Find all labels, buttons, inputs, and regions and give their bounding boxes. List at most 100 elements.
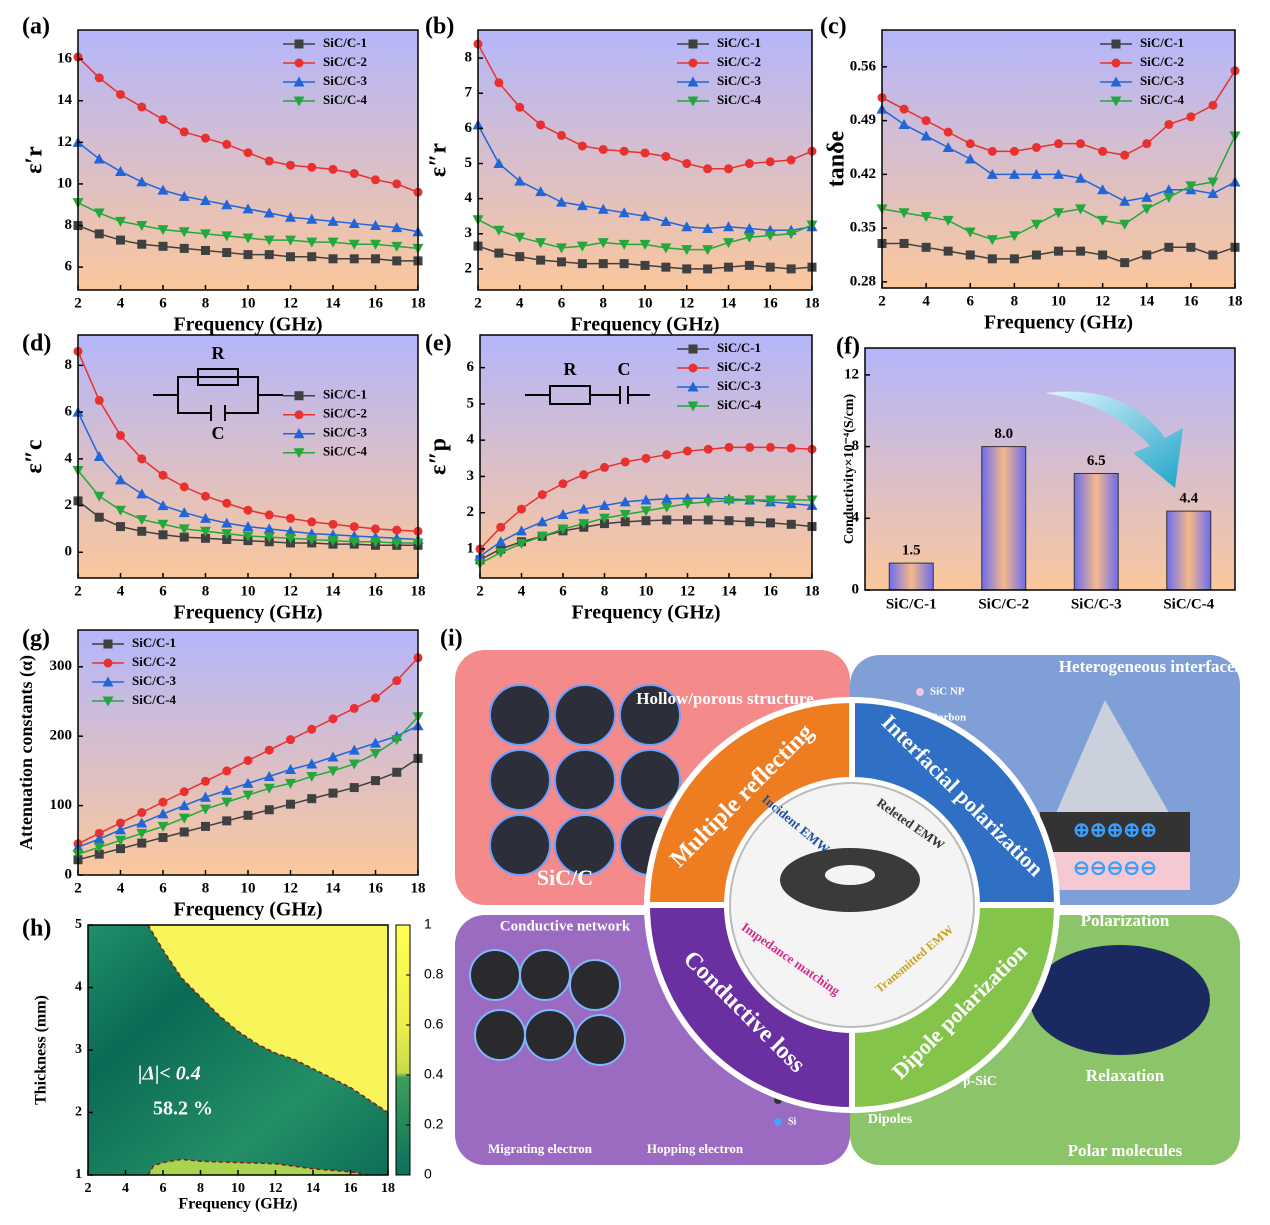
legend-marker [687,96,699,107]
marker [392,676,402,686]
marker [286,513,295,523]
marker [536,120,546,130]
legend-label: SiC/C-2 [717,359,761,374]
legend-label: SiC/C-4 [1140,92,1185,107]
marker [618,239,630,250]
marker [115,835,126,846]
marker [598,144,608,154]
y-tick-label: 0.56 [850,58,877,74]
marker [557,524,569,535]
marker [242,790,254,801]
marker [764,231,776,242]
marker [348,759,360,770]
legend-marker [294,58,304,68]
legend-marker [102,696,114,707]
legend-label: SiC/C-1 [717,35,761,50]
marker [496,522,506,532]
marker [641,516,651,526]
x-tick-label: 2 [476,583,484,599]
marker [158,797,168,807]
marker [1075,172,1087,183]
marker [786,155,796,165]
conductive-title: Conductive network [500,918,631,934]
circuit [525,386,650,404]
marker [1141,204,1153,215]
marker [349,783,359,793]
conductive-legend: Si [788,1116,797,1127]
charges: ⊕⊕⊕⊕⊕ [1073,820,1157,842]
x-axis-label: Frequency (GHz) [571,602,720,624]
marker [1097,215,1109,226]
marker [1030,219,1042,230]
marker [579,470,589,480]
marker [115,474,126,485]
marker [576,241,588,252]
x-tick-label: 2 [878,293,886,309]
marker [137,808,147,818]
x-tick-label: 10 [241,880,256,896]
x-tick-label: 12 [269,1181,283,1196]
x-tick-label: 18 [381,1181,395,1196]
x-axis-label: Frequency (GHz) [173,899,322,921]
x-tick-label: 10 [241,583,256,599]
marker [157,225,169,236]
marker [640,506,652,517]
value-label: 1.5 [902,543,921,559]
y-tick-label: 2 [65,497,73,513]
legend-marker [293,448,305,459]
marker [682,264,692,274]
x-tick-label: 14 [1139,293,1155,309]
dipole-title: Dipoles [868,1112,913,1127]
x-tick-label: 10 [1051,293,1066,309]
legend-marker [688,39,698,49]
marker [661,493,673,504]
marker [264,250,274,260]
marker [115,165,126,176]
marker [597,238,609,249]
x-tick-label: 2 [85,1181,92,1196]
marker [222,139,232,149]
x-tick-label: 18 [411,583,426,599]
marker [703,444,713,454]
marker [136,221,148,232]
marker [1076,139,1086,149]
legend-dot [774,1118,782,1126]
marker [158,241,168,251]
marker [514,175,526,186]
marker [158,530,168,540]
x-tick-label: 18 [1228,293,1243,309]
legend-label: SiC/C-2 [323,406,367,421]
plot-background [882,30,1235,288]
panel-label: (b) [425,14,454,40]
panel-label: (g) [22,626,50,652]
x-tick-label: 14 [326,583,342,599]
plot-frame [864,347,1236,591]
y-tick-label: 1 [75,1167,82,1182]
legend-label: SiC/C-4 [323,444,368,459]
marker [285,778,296,789]
marker [115,216,126,227]
sic-layer [1040,852,1190,890]
x-tick-label: 4 [122,1181,129,1196]
legend-label: SiC/C-1 [323,387,367,402]
legend-label: SiC/C-2 [717,54,761,69]
x-tick-label: 16 [763,583,779,599]
legend-marker [688,363,698,373]
marker [306,534,318,545]
x-tick-label: 12 [283,295,298,311]
marker [662,450,672,460]
marker [371,524,380,534]
colorbar [395,924,411,1176]
marker [264,745,274,755]
marker [93,208,105,219]
x-tick-label: 16 [1183,293,1199,309]
marker [285,764,296,775]
marker [493,158,505,169]
y-tick-label: 6 [467,359,475,375]
marker [307,517,317,527]
x-tick-label: 10 [231,1181,245,1196]
marker [243,505,253,515]
marker [1164,119,1174,129]
marker [94,73,104,83]
